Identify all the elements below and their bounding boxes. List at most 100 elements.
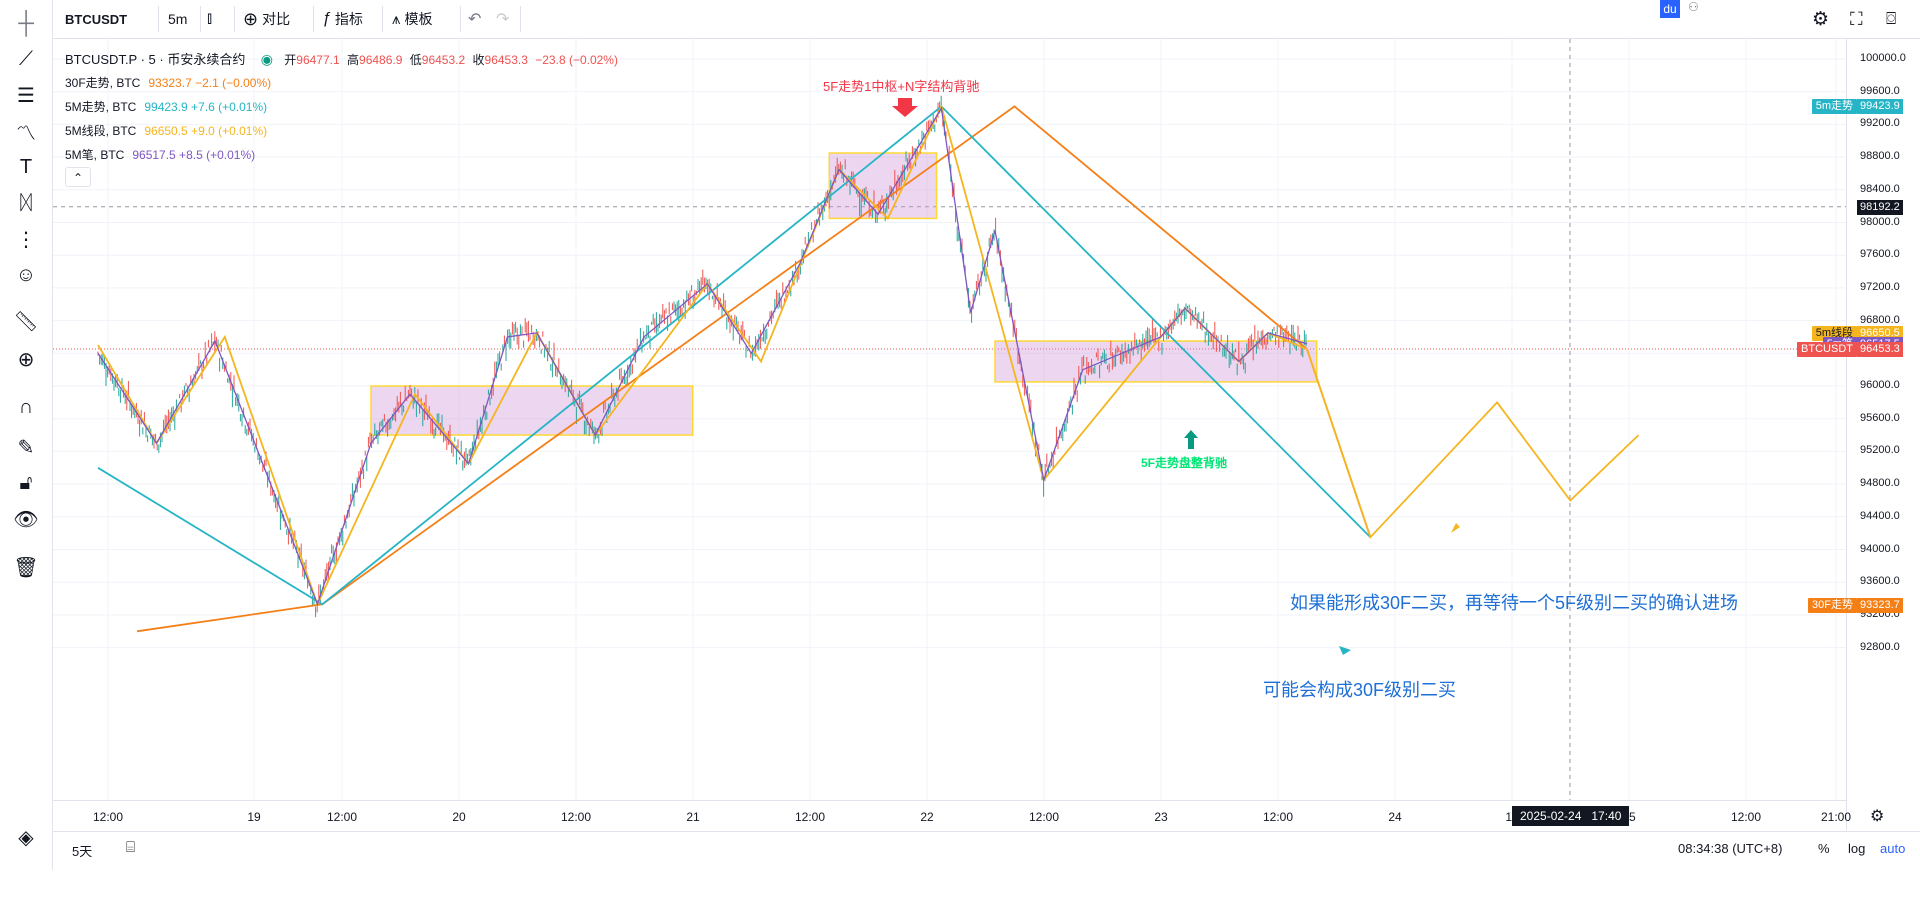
time-tick: 21 [686, 810, 700, 824]
axis-settings-icon[interactable]: ⚙ [1870, 808, 1885, 825]
compare-label: 对比 [262, 11, 291, 27]
annotation-second-buy[interactable]: 可能会构成30F级别二买 [1263, 680, 1457, 700]
redo-icon[interactable]: ↷ [496, 11, 510, 28]
pattern-icon[interactable]: ᛞ [20, 191, 32, 214]
zhongshu-zones [370, 152, 1318, 436]
fullscreen-icon[interactable]: ⛶ [1850, 8, 1863, 29]
plus-circle-icon: ⊕ [243, 8, 259, 29]
crosshair-icon[interactable]: ┼ [18, 10, 34, 35]
legend-high-label: 高 [347, 53, 360, 67]
series-5M走势 [97, 105, 1372, 606]
legend-indicator-name: 5M笔, BTC [65, 148, 125, 162]
emoji-icon[interactable]: ☺ [15, 263, 37, 286]
trash-icon[interactable]: 🗑︎ [13, 556, 39, 579]
compare-button[interactable]: ⊕ 对比 [243, 0, 290, 38]
price-tick: 94400.0 [1860, 509, 1900, 522]
unlock-icon[interactable]: 🔓︎ [19, 471, 33, 494]
time-tick: 22 [920, 810, 934, 824]
percent-toggle[interactable]: % [1818, 841, 1830, 856]
annotation-plan[interactable]: 如果能形成30F二买，再等待一个5F级别二买的确认进场 [1290, 593, 1739, 613]
legend-indicator-0[interactable]: 30F走势, BTC 93323.7 −2.1 (−0.00%) [65, 74, 275, 91]
price-tick: 96800.0 [1860, 313, 1900, 326]
horizontal-lines-icon[interactable]: ☰ [17, 84, 35, 107]
top-toolbar [53, 0, 1920, 39]
indicators-button[interactable]: ƒ 指标 [322, 0, 363, 38]
magnet-icon[interactable]: ∩ [18, 395, 34, 418]
price-label-value: 93323.7 [1857, 597, 1903, 613]
legend-indicator-1[interactable]: 5M走势, BTC 99423.9 +7.6 (+0.01%) [65, 98, 271, 115]
goto-date-icon[interactable]: ⌸ [126, 839, 136, 856]
price-tick: 99200.0 [1860, 117, 1900, 130]
time-tick: 12:00 [1028, 810, 1060, 824]
time-tick: 12:00 [92, 810, 124, 824]
down-arrow-marker [892, 98, 918, 117]
ruler-icon[interactable]: 📏︎ [13, 310, 39, 333]
time-tick: 12:00 [794, 810, 826, 824]
price-scale[interactable] [1846, 39, 1920, 830]
time-tick: 20 [452, 810, 466, 824]
legend-open: 96477.1 [296, 53, 340, 67]
zoom-in-icon[interactable]: ⊕ [17, 348, 35, 371]
zone-2 [994, 340, 1318, 383]
price-label-name: 30F走势 [1808, 597, 1857, 613]
legend-high: 96486.9 [359, 53, 403, 67]
price-tick: 97200.0 [1860, 280, 1900, 293]
chart-grid [53, 39, 1846, 800]
legend-collapse-button[interactable]: ⌃ [65, 167, 91, 187]
time-tick: 12:00 [560, 810, 592, 824]
series-5M笔 [97, 106, 1308, 607]
series-5M线段 [97, 103, 1640, 607]
price-tick: 98000.0 [1860, 215, 1900, 228]
prediction-icon[interactable]: ⋮ [16, 228, 36, 251]
time-tick: 12:00 [1730, 810, 1762, 824]
price-tick: 100000.0 [1860, 52, 1906, 64]
du-extra-icon[interactable]: ⚇ [1688, 0, 1699, 14]
lock-drawing-icon[interactable]: ✎ [17, 436, 35, 459]
legend-indicator-name: 5M线段, BTC [65, 124, 137, 138]
price-label-value: 96453.3 [1857, 341, 1903, 357]
trend-line-icon[interactable]: ⟋ [19, 47, 33, 70]
auto-toggle[interactable]: auto [1880, 841, 1906, 856]
text-icon[interactable]: T [19, 155, 33, 178]
layers-icon[interactable]: ◈ [18, 826, 34, 849]
range-5d-button[interactable]: 5天 [72, 844, 93, 859]
eye-icon[interactable]: 👁︎ [13, 508, 39, 531]
legend-low: 96453.2 [421, 53, 466, 67]
price-tick: 98400.0 [1860, 182, 1900, 195]
legend-indicator-value: 96650.5 +9.0 (+0.01%) [144, 124, 268, 138]
templates-button[interactable]: ⩚ 模板 [392, 0, 432, 38]
legend-indicator-2[interactable]: 5M线段, BTC 96650.5 +9.0 (+0.01%) [65, 122, 271, 139]
time-tick: 19 [247, 810, 261, 824]
annotation-consolidation-divergence[interactable]: 5F走势盘整背驰 [1141, 456, 1228, 470]
settings-gear-icon[interactable]: ⚙ [1812, 8, 1830, 30]
price-label-value: 98192.2 [1857, 199, 1903, 215]
legend-indicator-3[interactable]: 5M笔, BTC 96517.5 +8.5 (+0.01%) [65, 146, 259, 163]
legend-title: BTCUSDT.P · 5 · 币安永续合约 [65, 52, 246, 67]
symbol-search[interactable]: BTCUSDT [65, 11, 128, 27]
time-tick: 21:00 [1820, 810, 1852, 824]
templates-icon: ⩚ [392, 10, 401, 28]
time-tick: 24 [1388, 810, 1402, 824]
templates-label: 模板 [404, 11, 433, 27]
time-tick: 12:00 [1262, 810, 1294, 824]
legend-indicator-value: 96517.5 +8.5 (+0.01%) [132, 148, 256, 162]
interval-button[interactable]: 5m [168, 11, 188, 27]
left-toolbar: ┼ ⟋ ☰ 〽 T ᛞ ⋮ ☺ 📏︎ ⊕ ∩ ✎ 🔓︎ 👁︎ 🗑︎ ◈ [0, 0, 53, 870]
legend-dot-icon: ◉ [260, 51, 273, 67]
indicators-label: 指标 [334, 11, 363, 27]
path-icon[interactable]: 〽 [16, 122, 36, 145]
price-tick: 94800.0 [1860, 477, 1900, 490]
crosshair-time-label: 2025-02-24 17:40 [1512, 806, 1630, 826]
legend-open-label: 开 [284, 53, 297, 67]
annotation-top-divergence[interactable]: 5F走势1中枢+N字结构背驰 [823, 79, 980, 94]
arrow-head-30f [1339, 646, 1351, 655]
price-tick: 98800.0 [1860, 150, 1900, 163]
candles-icon[interactable]: ⫾ [207, 10, 213, 27]
log-toggle[interactable]: log [1848, 841, 1866, 856]
price-tick: 94000.0 [1860, 542, 1900, 555]
camera-icon[interactable]: ⌼ [1886, 9, 1897, 28]
price-tick: 96000.0 [1860, 379, 1900, 391]
du-badge[interactable]: du [1660, 0, 1680, 18]
undo-icon[interactable]: ↶ [468, 11, 482, 28]
